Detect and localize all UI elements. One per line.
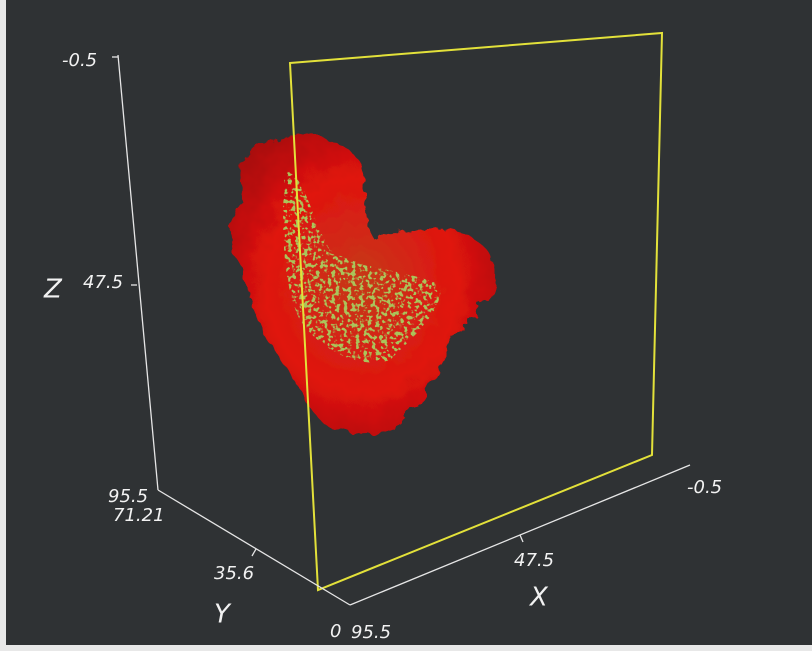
edge	[0, 0, 6, 651]
tick-label: 71.21	[113, 505, 165, 526]
axis-label: Y	[214, 600, 232, 630]
viewport: -0.5 47.5 95.5 Z 71.21 35.6 0 Y 95.5 47.…	[0, 0, 812, 651]
tick-label: 47.5	[514, 550, 554, 571]
tick-label: 95.5	[108, 486, 148, 507]
tick-label: 95.5	[351, 622, 391, 643]
edge	[0, 645, 812, 651]
axis-label: X	[528, 583, 549, 613]
tick-label: -0.5	[687, 477, 722, 498]
tick-label: 35.6	[214, 563, 254, 584]
tick-label: 0	[330, 621, 341, 642]
tick-label: -0.5	[62, 50, 97, 71]
axis-label: Z	[43, 275, 63, 305]
tick-label: 47.5	[83, 272, 123, 293]
